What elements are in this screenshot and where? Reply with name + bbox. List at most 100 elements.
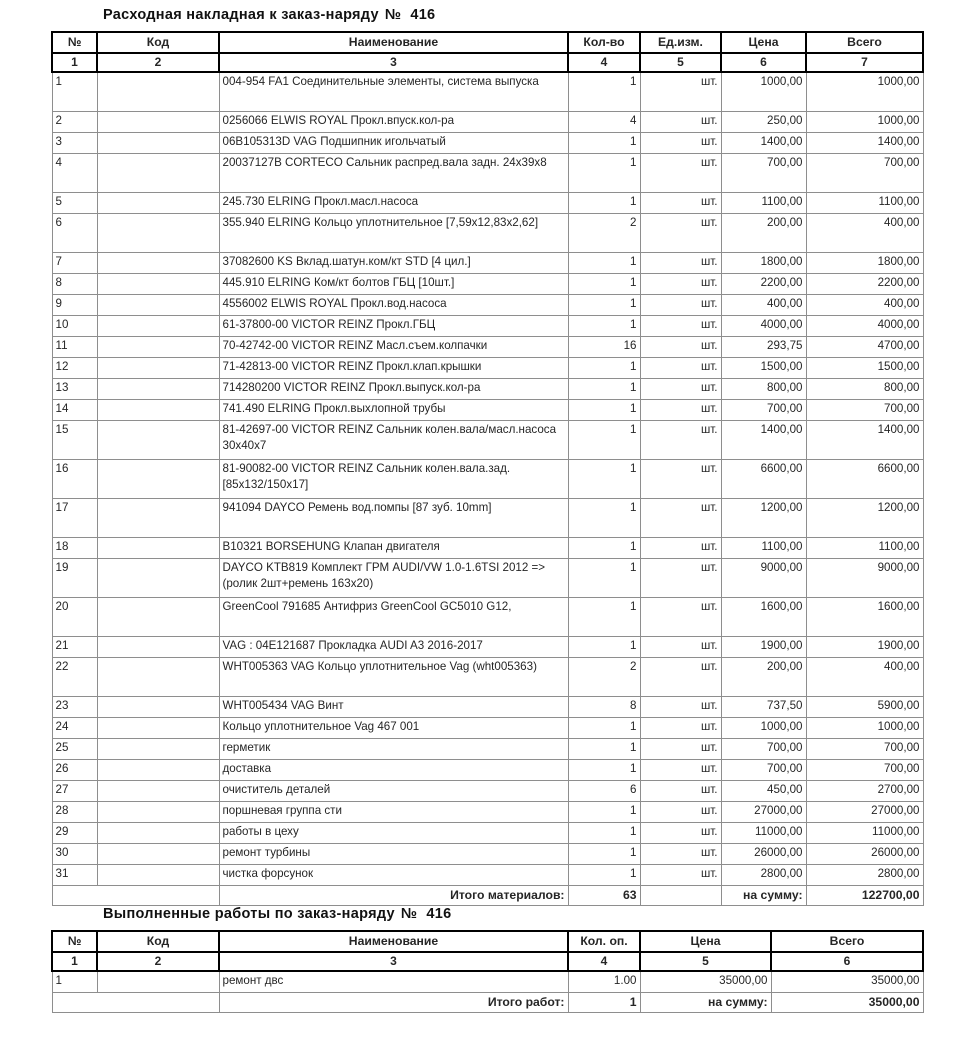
- row-cell-price: 700,00: [720, 399, 807, 421]
- row-cell-code: [96, 801, 220, 823]
- row-cell-code: [96, 717, 220, 739]
- row-cell-unit: шт.: [639, 336, 722, 358]
- row-cell-total: 1900,00: [805, 636, 924, 658]
- row-cell-total: 400,00: [805, 213, 924, 253]
- table-row: 14 741.490 ELRING Прокл.выхлопной трубы 1 ш…: [51, 399, 924, 421]
- colnum-4: 4: [567, 52, 641, 73]
- row-cell-price: 1800,00: [720, 252, 807, 274]
- header-cell-unit: Ед.изм.: [639, 31, 722, 54]
- row-cell-number: 13: [51, 378, 98, 400]
- row-cell-name: 70-42742-00 VICTOR REINZ Масл.съем.колпа…: [218, 336, 569, 358]
- row-cell-code: [96, 357, 220, 379]
- materials-title-text: Расходная накладная к заказ-наряду: [103, 7, 379, 23]
- row-cell-price: 1100,00: [720, 537, 807, 559]
- row-cell-name: 81-90082-00 VICTOR REINZ Сальник колен.в…: [218, 459, 569, 499]
- row-cell-qty: 1: [567, 273, 641, 295]
- row-cell-total: 400,00: [805, 294, 924, 316]
- row-cell-total: 700,00: [805, 759, 924, 781]
- row-cell-name: VAG : 04E121687 Прокладка AUDI A3 2016-2…: [218, 636, 569, 658]
- row-cell-price: 700,00: [720, 153, 807, 193]
- row-cell-total: 800,00: [805, 378, 924, 400]
- table-row: 19 DAYCO KTB819 Комплект ГРМ AUDI/VW 1.0-…: [51, 558, 924, 598]
- row-cell-price: 200,00: [720, 657, 807, 697]
- materials-totals-sum-label: на сумму:: [720, 885, 807, 906]
- row-cell-unit: шт.: [639, 657, 722, 697]
- row-cell-unit: шт.: [639, 459, 722, 499]
- row-cell-number: 18: [51, 537, 98, 559]
- row-cell-code: [96, 192, 220, 214]
- row-cell-total: 5900,00: [805, 696, 924, 718]
- row-cell-name: 06B105313D VAG Подшипник игольчатый: [218, 132, 569, 154]
- row-cell-name: 4556002 ELWIS ROYAL Прокл.вод.насоса: [218, 294, 569, 316]
- row-cell-total: 2800,00: [805, 864, 924, 886]
- row-cell-qty: 1: [567, 378, 641, 400]
- row-cell-qty: 16: [567, 336, 641, 358]
- row-cell-qty: 4: [567, 111, 641, 133]
- row-cell-number: 12: [51, 357, 98, 379]
- materials-totals-label: Итого материалов:: [218, 885, 569, 906]
- materials-totals-sum-value: 122700,00: [805, 885, 924, 906]
- row-cell-code: [96, 71, 220, 112]
- row-cell-unit: шт.: [639, 537, 722, 559]
- row-cell-qty: 1: [567, 71, 641, 112]
- row-cell-total: 4000,00: [805, 315, 924, 337]
- row-cell-name: 61-37800-00 VICTOR REINZ Прокл.ГБЦ: [218, 315, 569, 337]
- row-cell-price: 700,00: [720, 738, 807, 760]
- row-cell-total: 2200,00: [805, 273, 924, 295]
- row-cell-price: 250,00: [720, 111, 807, 133]
- row-cell-number: 7: [51, 252, 98, 274]
- works-totals-sum-label: на сумму:: [639, 992, 772, 1013]
- row-cell-name: поршневая группа сти: [218, 801, 569, 823]
- works-column-number-row: 1 2 3 4 5 6: [51, 951, 924, 972]
- row-cell-number: 6: [51, 213, 98, 253]
- table-row: 5 245.730 ELRING Прокл.масл.насоса 1 шт. 110…: [51, 192, 924, 214]
- row-cell-number: 25: [51, 738, 98, 760]
- row-cell-code: [96, 132, 220, 154]
- row-cell-name: доставка: [218, 759, 569, 781]
- works-row-cell-code: [96, 970, 220, 993]
- row-cell-name: 355.940 ELRING Кольцо уплотнительное [7,…: [218, 213, 569, 253]
- row-cell-unit: шт.: [639, 717, 722, 739]
- row-cell-qty: 1: [567, 357, 641, 379]
- row-cell-unit: шт.: [639, 252, 722, 274]
- row-cell-total: 4700,00: [805, 336, 924, 358]
- row-cell-code: [96, 822, 220, 844]
- row-cell-name: 445.910 ELRING Ком/кт болтов ГБЦ [10шт.]: [218, 273, 569, 295]
- header-cell-price: Цена: [720, 31, 807, 54]
- row-cell-unit: шт.: [639, 192, 722, 214]
- materials-section-title: Расходная накладная к заказ-наряду № 416: [103, 7, 435, 23]
- row-cell-code: [96, 696, 220, 718]
- row-cell-price: 1000,00: [720, 717, 807, 739]
- row-cell-code: [96, 252, 220, 274]
- materials-order-number-value: 416: [410, 7, 436, 23]
- row-cell-price: 1400,00: [720, 420, 807, 460]
- table-row: 11 70-42742-00 VICTOR REINZ Масл.съем.кол…: [51, 336, 924, 358]
- table-row: 15 81-42697-00 VICTOR REINZ Сальник колен…: [51, 420, 924, 460]
- row-cell-code: [96, 459, 220, 499]
- row-cell-unit: шт.: [639, 864, 722, 886]
- row-cell-price: 450,00: [720, 780, 807, 802]
- row-cell-price: 1600,00: [720, 597, 807, 637]
- row-cell-code: [96, 111, 220, 133]
- row-cell-price: 1400,00: [720, 132, 807, 154]
- row-cell-name: WHT005434 VAG Винт: [218, 696, 569, 718]
- row-cell-total: 400,00: [805, 657, 924, 697]
- row-cell-total: 26000,00: [805, 843, 924, 865]
- row-cell-code: [96, 864, 220, 886]
- row-cell-qty: 1: [567, 420, 641, 460]
- row-cell-name: 81-42697-00 VICTOR REINZ Сальник колен.в…: [218, 420, 569, 460]
- table-row: 27 очиститель деталей 6 шт. 450,00 2700,00: [51, 780, 924, 802]
- row-cell-total: 1400,00: [805, 132, 924, 154]
- row-cell-code: [96, 378, 220, 400]
- row-cell-number: 14: [51, 399, 98, 421]
- row-cell-unit: шт.: [639, 843, 722, 865]
- row-cell-unit: шт.: [639, 294, 722, 316]
- colnum-6: 6: [720, 52, 807, 73]
- row-cell-code: [96, 498, 220, 538]
- row-cell-qty: 8: [567, 696, 641, 718]
- row-cell-number: 2: [51, 111, 98, 133]
- materials-totals-unit-spacer: [639, 885, 722, 906]
- row-cell-total: 1000,00: [805, 111, 924, 133]
- row-cell-qty: 1: [567, 738, 641, 760]
- row-cell-unit: шт.: [639, 780, 722, 802]
